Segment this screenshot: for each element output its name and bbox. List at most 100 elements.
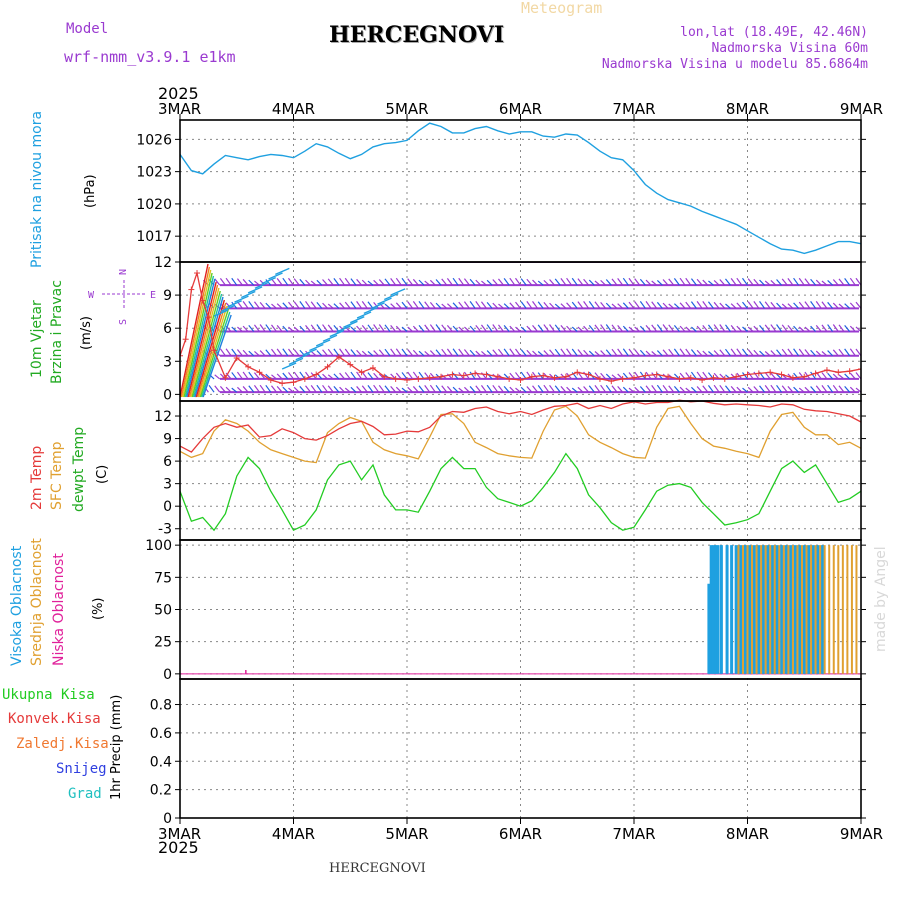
wind-barb	[299, 325, 306, 332]
wind-barb	[532, 325, 538, 332]
wind-barb	[509, 372, 516, 380]
wind-barb	[776, 279, 782, 286]
wind-barb	[282, 372, 289, 380]
wind-barb	[509, 386, 516, 393]
wind-barb	[668, 278, 675, 286]
wind-barb	[310, 280, 317, 286]
wind-barb	[259, 301, 266, 309]
wind-barb	[810, 349, 817, 357]
wind-barb	[742, 372, 748, 380]
wind-barb	[401, 301, 408, 309]
wind-barb	[225, 348, 232, 357]
compass-e: E	[150, 290, 156, 301]
wind-barb	[299, 371, 306, 380]
wind-barb	[532, 385, 538, 393]
wind-barb	[571, 348, 578, 357]
wind-barb	[350, 278, 357, 286]
wind-barb	[622, 277, 629, 286]
wind-barb	[690, 371, 697, 380]
wind-barb	[827, 350, 834, 357]
wind-barb	[293, 386, 300, 393]
wind-barb	[276, 325, 283, 332]
wind-barb-cyan	[329, 329, 345, 338]
footer-station: HERCEGNOVI	[329, 861, 426, 876]
wind-barb	[854, 262, 856, 263]
dewpt-line	[179, 452, 862, 532]
wind-barb	[730, 278, 737, 286]
wind-barb	[804, 326, 811, 332]
wind-barb	[310, 351, 317, 357]
wind-barb	[236, 278, 243, 286]
wind-barb	[639, 301, 646, 309]
wind-barb	[429, 279, 436, 286]
wind-barb	[776, 349, 783, 357]
wind-barb	[435, 349, 442, 357]
station-title: HERCEGNOVI	[329, 22, 505, 48]
wind-barb	[810, 386, 817, 393]
precip-hail-label: Grad	[68, 786, 102, 802]
wind-barb	[566, 325, 573, 332]
wind-barb	[617, 303, 624, 309]
wind-barb	[706, 262, 708, 263]
wind-barb	[668, 303, 675, 309]
wind-barb-cyan	[336, 325, 351, 333]
wind-barb	[605, 324, 612, 332]
wind-barb-cyan	[384, 292, 399, 301]
wind-barb	[815, 279, 822, 286]
wind-barb	[344, 277, 351, 286]
wind-barb	[662, 349, 669, 357]
product-title: Meteogram	[521, 0, 603, 17]
wind-barb	[793, 277, 800, 286]
wind-barb	[611, 278, 618, 286]
wind-barb-cyan	[322, 334, 338, 342]
wind-barb	[600, 324, 607, 332]
wind-barb	[849, 277, 856, 286]
wind-barb	[622, 302, 629, 309]
wind-barb	[310, 384, 317, 393]
wind-barb-cyan	[377, 297, 392, 305]
wind-barb	[327, 278, 334, 286]
wind-barb	[622, 386, 629, 393]
wind-barb	[735, 262, 737, 263]
wind-barb	[378, 279, 385, 286]
wind-barb	[395, 325, 402, 332]
wind-barb	[293, 278, 300, 286]
wind-barb	[457, 262, 459, 263]
wind-barb	[634, 371, 641, 380]
wind-barb	[549, 349, 556, 357]
wind-barb	[479, 262, 481, 263]
wind-barb	[537, 351, 544, 357]
wind-barb	[696, 349, 703, 357]
wind-barb	[707, 301, 714, 309]
wind-barb	[361, 350, 368, 357]
wind-barb	[452, 277, 459, 286]
wind-barb	[225, 277, 232, 286]
wind-barb	[628, 277, 635, 286]
lonlat-label: lon,lat (18.49E, 42.46N)	[680, 25, 868, 40]
wind-barb	[668, 385, 675, 393]
wind-barb	[617, 348, 624, 357]
wind-fan	[190, 287, 220, 398]
wind-barb	[792, 262, 793, 263]
wind-barb	[764, 301, 771, 309]
wind-barb	[367, 384, 374, 393]
wind-barb	[781, 324, 788, 332]
wind-barb	[321, 262, 322, 263]
wind-barb	[798, 301, 805, 309]
x-tick-label-bottom: 9MAR	[840, 825, 883, 843]
wind-barb-cyan	[254, 281, 270, 289]
wind-barb	[384, 303, 391, 309]
wind-barb	[326, 262, 328, 263]
wind-barb	[815, 350, 822, 357]
wind-barb	[673, 324, 680, 332]
wind-barb	[463, 349, 470, 357]
wind-barb	[696, 371, 703, 380]
wind-barb	[571, 326, 578, 332]
precip-ytick-label: 0.2	[150, 783, 172, 799]
wind-barb	[764, 351, 771, 357]
wind-barb	[679, 348, 686, 357]
wind-barb	[543, 324, 550, 332]
wind-barb	[452, 325, 459, 332]
wind-barb	[753, 386, 760, 393]
wind-barb	[844, 303, 851, 309]
